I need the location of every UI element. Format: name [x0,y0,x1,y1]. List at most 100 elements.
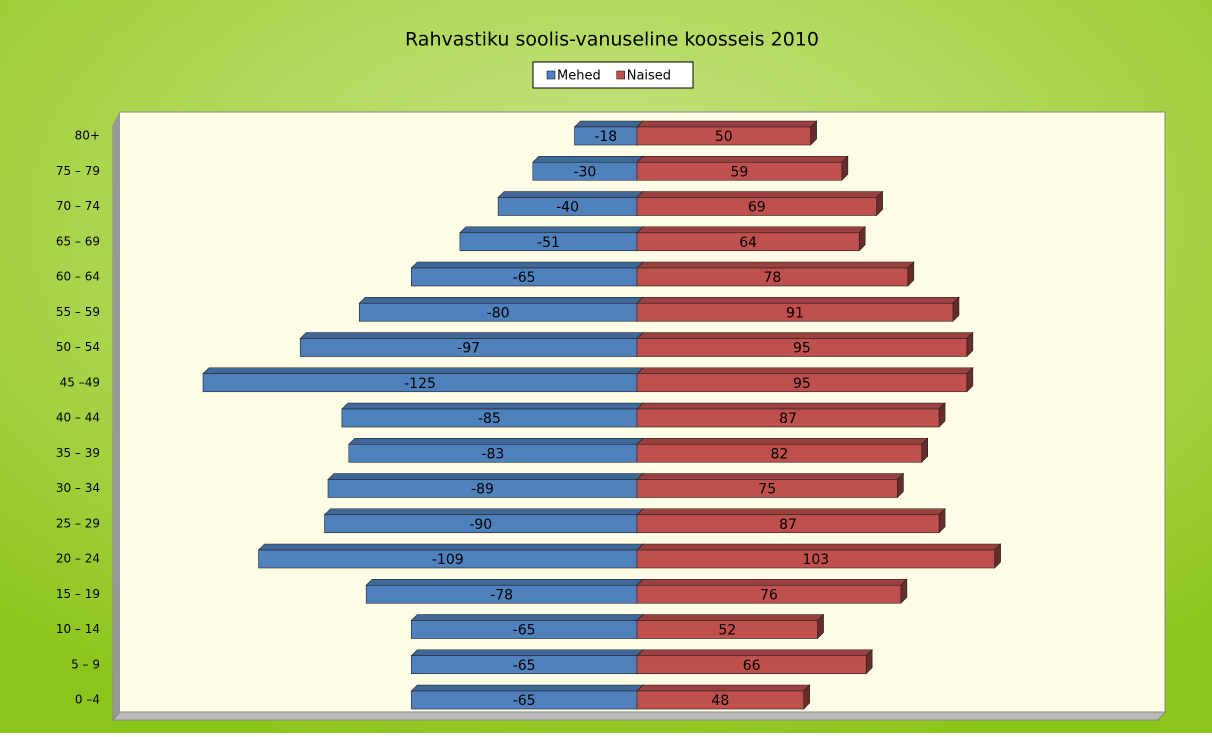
value-label: 52 [718,623,736,639]
bar [636,514,940,534]
bar-top [323,508,644,516]
bar-top [636,543,1002,551]
value-label: -65 [513,658,536,674]
bar-top [532,155,644,163]
bar-top [202,367,644,375]
value-label: -109 [432,552,464,568]
bar [636,620,818,639]
y-tick-label: 0 –4 [75,693,100,707]
bar-top [636,684,811,692]
value-label: -97 [457,341,480,357]
value-label: -90 [469,517,492,533]
value-label: -65 [513,623,536,639]
bar-top [365,578,644,586]
value-label: -80 [487,305,510,321]
bar-top [636,120,818,128]
bar-top [636,473,905,480]
bar [636,197,877,216]
y-tick-label: 35 – 39 [56,446,100,460]
y-tick-label: 15 – 19 [56,587,100,601]
bar [636,267,909,287]
bar [636,479,898,498]
value-label: 64 [739,235,757,251]
bar-top [410,649,644,657]
y-tick-label: 70 – 74 [56,199,100,213]
value-label: 95 [793,376,811,392]
legend-label: Mehed [557,69,601,84]
bar-top [358,296,644,304]
bar [636,302,954,322]
y-tick-label: 75 – 79 [56,164,100,178]
value-label: -18 [594,129,617,145]
value-label: -40 [556,200,579,216]
y-tick-label: 55 – 59 [56,305,100,319]
bar [636,373,968,393]
value-label: 48 [711,693,729,709]
value-label: 103 [802,552,829,568]
bar [636,549,995,569]
bar-top [636,578,908,586]
value-label: 75 [758,482,776,498]
value-label: -85 [478,411,501,427]
value-label: 69 [748,200,766,216]
value-label: -89 [471,482,494,498]
y-tick-label: 80+ [75,129,100,143]
y-tick-label: 60 – 64 [56,270,100,284]
bar-top [410,614,644,621]
bar [636,690,804,710]
y-tick-label: 25 – 29 [56,516,100,530]
bar-top [636,437,929,445]
legend-label: Naised [627,69,671,84]
value-label: 82 [770,446,788,462]
bar-top [636,649,873,657]
bar-top [636,226,866,234]
value-label: 87 [779,517,797,533]
value-label: -78 [490,587,513,603]
bar-top [636,508,946,516]
bar-top [299,332,644,339]
legend-swatch [616,70,625,80]
bar-top [257,543,644,551]
bar-top [636,296,960,304]
bar-top [497,191,644,198]
value-label: 76 [760,587,778,603]
y-tick-label: 10 – 14 [56,622,100,636]
y-tick-label: 20 – 24 [56,552,100,566]
chart-title: Rahvastiku soolis-vanuseline koosseis 20… [405,29,819,51]
value-label: -65 [513,693,536,709]
bar-top [341,402,644,410]
value-label: 66 [743,658,761,674]
bar [636,655,867,675]
bar-top [459,226,644,234]
bar [636,408,940,428]
y-tick-label: 30 – 34 [56,481,100,495]
value-label: -51 [537,235,560,251]
legend [532,61,694,89]
bar [636,584,902,604]
value-label: 78 [763,270,781,286]
value-label: 87 [779,411,797,427]
bar-top [636,402,946,410]
plot-floor [111,711,1167,721]
bar-top [410,684,644,692]
bar-top [573,120,644,128]
bar-top [348,437,644,445]
bar [636,126,811,146]
bar-top [636,367,974,375]
y-tick-label: 40 – 44 [56,411,100,425]
value-label: 50 [715,129,733,145]
legend-swatch [546,70,556,80]
value-label: -83 [481,446,504,462]
bar-top [636,155,849,163]
bar [636,338,968,357]
value-label: 95 [793,341,811,357]
bar-top [636,191,884,198]
y-tick-label: 50 – 54 [56,340,100,354]
value-label: -30 [573,164,596,180]
bar-top [410,261,644,269]
y-tick-label: 45 –49 [60,375,100,389]
bar [636,161,843,181]
value-label: -125 [404,376,436,392]
bar [636,443,923,463]
